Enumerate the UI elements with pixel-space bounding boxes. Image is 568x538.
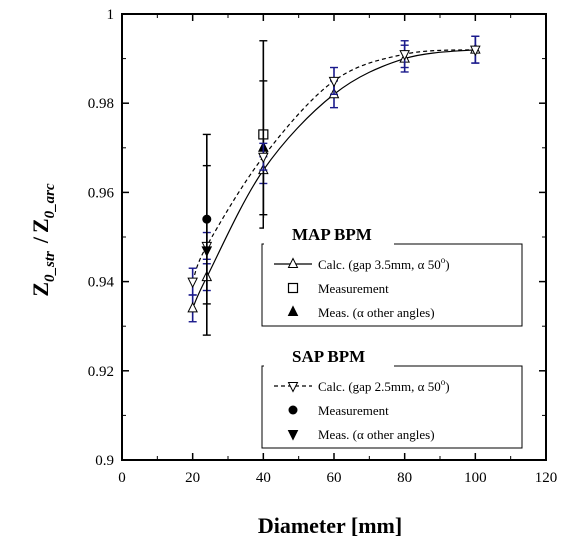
data-point — [328, 76, 340, 88]
x-tick-label: 20 — [185, 470, 200, 486]
legend-label-suffix: ) — [445, 379, 449, 394]
legend-marker — [288, 405, 298, 415]
legend-label: Meas. (α other angles) — [318, 427, 435, 442]
legend-marker — [287, 382, 299, 393]
x-tick-label: 0 — [118, 470, 126, 486]
y-tick-label: 0.96 — [88, 185, 115, 201]
legend-label-text: Calc. (gap 2.5mm, α 50 — [318, 379, 441, 394]
y-tick-label: 0.9 — [95, 453, 114, 469]
data-point — [187, 301, 198, 313]
y-tick-label: 0.92 — [88, 364, 114, 380]
legend-label-text: Calc. (gap 3.5mm, α 50 — [318, 257, 441, 272]
x-tick-label: 80 — [397, 470, 412, 486]
x-tick-label: 120 — [535, 470, 558, 486]
y-label-sub-2: 0_arc — [42, 183, 58, 218]
data-point — [201, 246, 213, 257]
legend-title: MAP BPM — [292, 225, 372, 244]
legend-marker — [287, 430, 299, 441]
y-tick-label: 1 — [107, 7, 115, 23]
y-label-main-2: Z — [28, 218, 53, 233]
legend-marker — [287, 257, 299, 268]
legend-label-text: Measurement — [318, 281, 389, 296]
legend-label: Meas. (α other angles) — [318, 305, 435, 320]
legend-label: Calc. (gap 2.5mm, α 50o) — [318, 377, 450, 394]
y-label-sep: / — [28, 236, 53, 244]
y-tick-label: 0.98 — [88, 96, 114, 112]
legend-label-sup: o — [441, 255, 446, 265]
legend-label-sup: o — [441, 377, 446, 387]
legend-title-bg — [264, 218, 394, 248]
legend-title-bg — [264, 340, 394, 370]
data-point — [187, 277, 198, 289]
series-5 — [201, 164, 213, 336]
legend-map-bpm: MAP BPM Calc. (gap 3.5mm, α 50o) Measureme… — [261, 218, 523, 327]
legend-box — [261, 243, 523, 327]
legend-label: Calc. (gap 3.5mm, α 50o) — [318, 255, 450, 272]
x-tick-label: 60 — [327, 470, 342, 486]
plot-area: 0 20 40 60 80 100 120 0.9 0.92 0.94 0.96 0.98 1 — [88, 7, 558, 486]
legend-marker — [287, 305, 299, 316]
legend-label-text: Meas. (α other angles) — [318, 427, 435, 442]
legend-label: Measurement — [318, 403, 389, 418]
legend-label-text: Measurement — [318, 403, 389, 418]
x-axis-label: Diameter [mm] — [258, 513, 402, 538]
y-tick-label: 0.94 — [88, 275, 115, 291]
x-tick-label: 40 — [256, 470, 271, 486]
x-tick-label: 100 — [464, 470, 487, 486]
legend-marker — [287, 282, 299, 294]
legend-sap-bpm: SAP BPM Calc. (gap 2.5mm, α 50o) Measureme… — [261, 340, 523, 449]
y-axis-label: Z0_str/Z0_arc — [28, 183, 58, 297]
data-point — [258, 152, 269, 164]
y-label-sub-1: 0_str — [42, 251, 58, 282]
y-label-main-1: Z — [28, 282, 53, 297]
legend-title: SAP BPM — [292, 347, 365, 366]
legend-label: Measurement — [318, 281, 389, 296]
data-point — [470, 45, 481, 57]
legend-label-text: Meas. (α other angles) — [318, 305, 435, 320]
data-point — [399, 50, 410, 61]
legend-box — [261, 365, 523, 449]
legend-label-suffix: ) — [445, 257, 449, 272]
